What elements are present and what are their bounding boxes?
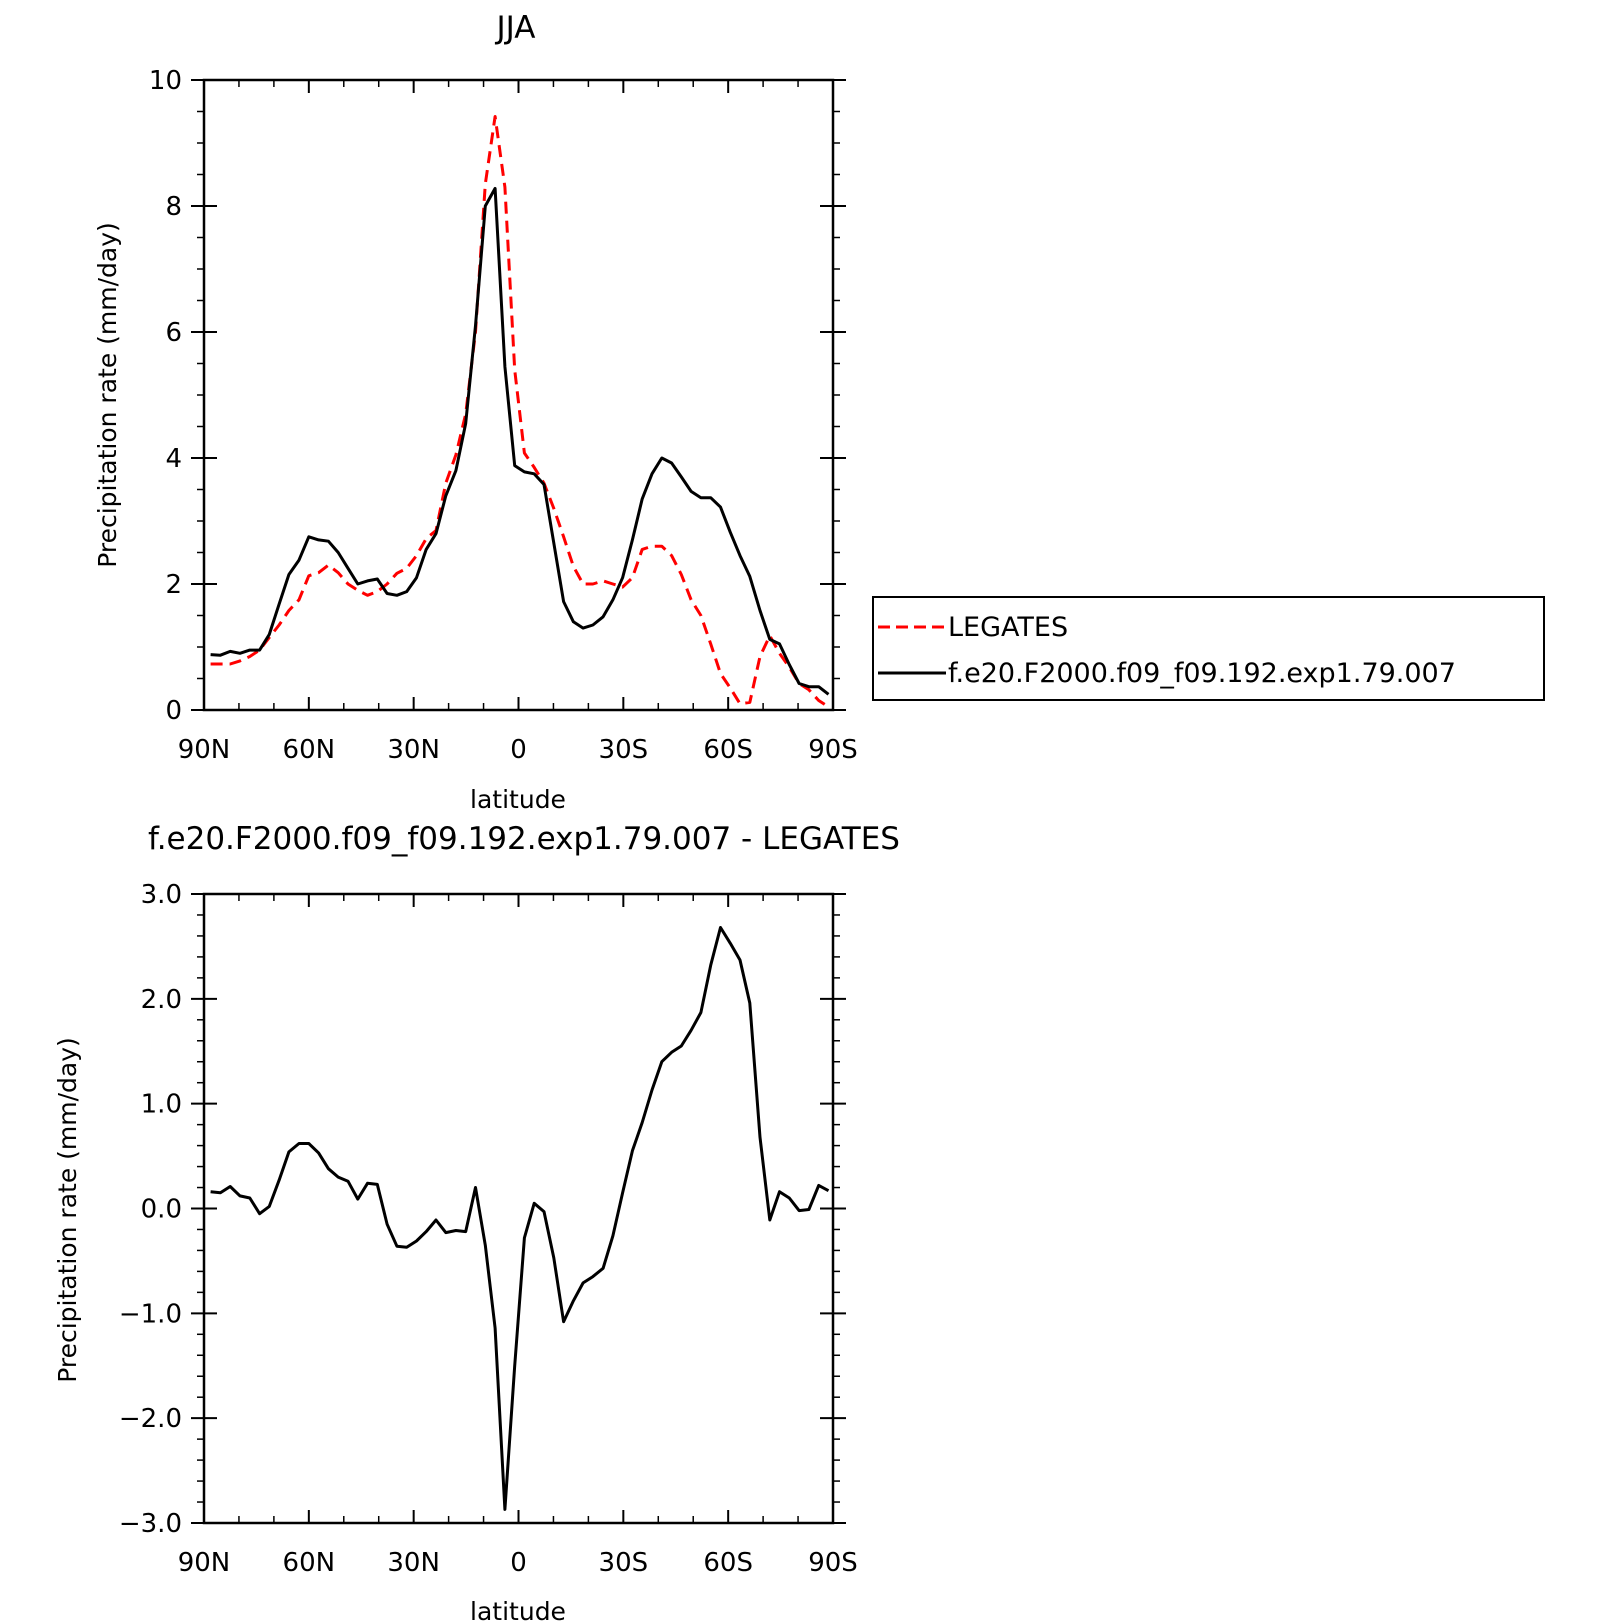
x-tick-label: 60S — [703, 1548, 753, 1578]
y-tick-label: 0.0 — [141, 1195, 182, 1225]
x-tick-label: 0 — [510, 735, 527, 765]
y-tick-label: 2.0 — [141, 985, 182, 1015]
x-tick-label: 60N — [283, 1548, 336, 1578]
legend-label-legates: LEGATES — [948, 612, 1068, 643]
x-tick-label: 90S — [808, 735, 858, 765]
x-tick-label: 90N — [178, 1548, 231, 1578]
bottom-x-tick-labels: 90N 60N 30N 0 30S 60S 90S — [178, 1548, 858, 1578]
x-tick-label: 60S — [703, 735, 753, 765]
x-tick-label: 90N — [178, 735, 231, 765]
series-line-f-e20-f2000-f09-f09-192-exp1-79-007 — [210, 186, 830, 696]
top-x-axis-label: latitude — [470, 785, 566, 814]
x-tick-label: 30S — [599, 735, 649, 765]
y-tick-label: 3.0 — [141, 880, 182, 910]
x-tick-label: 30S — [599, 1548, 649, 1578]
bottom-plot-frame — [202, 892, 835, 1525]
series-line-legates — [210, 115, 830, 709]
y-tick-label: 6 — [165, 318, 182, 348]
x-tick-label: 90S — [808, 1548, 858, 1578]
y-tick-label: 8 — [165, 192, 182, 222]
top-series — [210, 115, 830, 709]
y-tick-label: 10 — [149, 66, 182, 96]
top-plot-frame — [202, 78, 835, 712]
x-tick-label: 0 — [510, 1548, 527, 1578]
y-tick-label: 4 — [165, 444, 182, 474]
top-y-tick-labels: 0 2 4 6 8 10 — [149, 66, 182, 726]
legend-box — [872, 596, 1545, 701]
y-tick-label: 1.0 — [141, 1090, 182, 1120]
top-chart-title: JJA — [495, 10, 536, 46]
y-tick-label: −3.0 — [119, 1509, 182, 1539]
bottom-series — [210, 926, 830, 1511]
legend: LEGATES f.e20.F2000.f09_f09.192.exp1.79.… — [872, 596, 1545, 701]
bottom-y-axis-label: Precipitation rate (mm/day) — [53, 1037, 82, 1383]
x-tick-label: 30N — [387, 1548, 440, 1578]
top-y-axis-label: Precipitation rate (mm/day) — [93, 222, 122, 568]
x-tick-label: 30N — [387, 735, 440, 765]
bottom-panel: f.e20.F2000.f09_f09.192.exp1.79.007 - LE… — [53, 821, 900, 1624]
top-x-tick-labels: 90N 60N 30N 0 30S 60S 90S — [178, 735, 858, 765]
top-panel: JJA 90N 60N 30N 0 30S 60S 90S 0 2 4 6 8 10 latitude… — [93, 10, 1545, 814]
y-tick-label: −2.0 — [119, 1404, 182, 1434]
y-tick-label: −1.0 — [119, 1299, 182, 1329]
legend-label-model: f.e20.F2000.f09_f09.192.exp1.79.007 — [948, 658, 1456, 689]
bottom-x-axis-label: latitude — [470, 1597, 566, 1624]
bottom-chart-title: f.e20.F2000.f09_f09.192.exp1.79.007 - LE… — [148, 821, 900, 857]
x-tick-label: 60N — [283, 735, 336, 765]
y-tick-label: 0 — [165, 696, 182, 726]
difference-series-line — [210, 926, 830, 1511]
bottom-y-tick-labels: −3.0 −2.0 −1.0 0.0 1.0 2.0 3.0 — [119, 880, 182, 1539]
y-tick-label: 2 — [165, 570, 182, 600]
